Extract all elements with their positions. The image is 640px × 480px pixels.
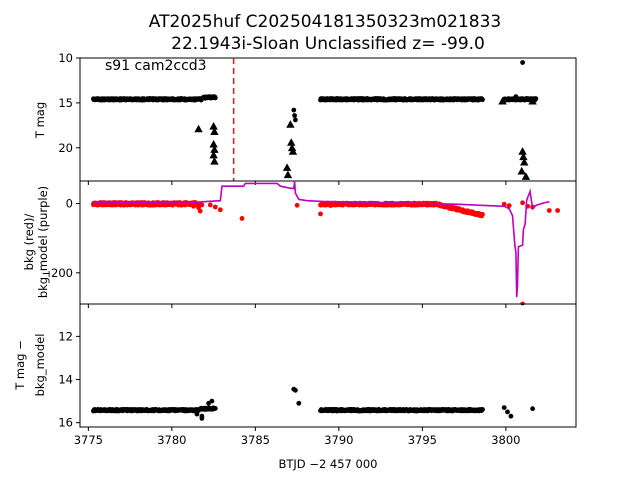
x-tick-label: 3775: [74, 433, 103, 447]
plot-area: [91, 304, 535, 421]
series-bkg-points: [91, 200, 560, 304]
y-tick-label: 20: [58, 141, 73, 155]
data-point: [212, 95, 218, 101]
data-point-triangle: [194, 124, 203, 133]
data-point: [293, 387, 298, 393]
data-point: [480, 407, 485, 412]
data-point: [501, 201, 507, 207]
data-point: [555, 208, 560, 213]
data-point: [293, 117, 298, 123]
data-point-triangle: [209, 150, 218, 159]
data-point-triangle: [210, 145, 219, 153]
data-point: [239, 216, 245, 221]
y-tick-label: 10: [58, 51, 73, 65]
middle-y-label-line1: bkg (red)/: [22, 214, 36, 271]
figure-title-line1: AT2025huf C202504181350323m021833: [149, 12, 501, 32]
x-tick-label: 3780: [157, 433, 186, 447]
data-point-triangle: [286, 120, 295, 128]
data-point-triangle: [287, 143, 297, 152]
data-point-triangle: [210, 157, 219, 165]
data-point-triangle: [283, 170, 293, 179]
data-point: [520, 200, 525, 206]
series-points: [194, 96, 537, 180]
data-point-triangle: [287, 138, 296, 146]
data-point: [501, 405, 507, 410]
plot-area: [91, 181, 560, 304]
data-point: [207, 202, 213, 208]
data-point-triangle: [528, 96, 537, 105]
data-point-triangle: [520, 157, 529, 166]
data-point: [520, 60, 525, 65]
y-tick-label: 14: [58, 373, 73, 387]
data-point: [217, 207, 223, 213]
data-point: [292, 113, 297, 118]
data-point: [480, 97, 485, 103]
data-point: [513, 94, 519, 99]
x-axis-label: BTJD −2 457 000: [279, 457, 378, 471]
data-point: [533, 96, 539, 101]
data-point: [520, 301, 525, 304]
data-point: [194, 411, 200, 417]
bottom-y-label-line2: bkg_model: [33, 334, 47, 397]
series-points: [91, 304, 535, 421]
data-point: [520, 304, 525, 306]
panel-annotation: s91 cam2ccd3: [105, 58, 207, 74]
data-point: [212, 204, 218, 210]
middle-y-label-line2: bkg_model (purple): [36, 186, 50, 298]
data-point: [480, 212, 485, 217]
plot-area: [91, 60, 539, 180]
data-point: [209, 398, 215, 404]
y-tick-label: 15: [58, 96, 73, 110]
data-point-triangle: [521, 172, 531, 180]
data-point: [294, 202, 300, 208]
data-point: [530, 406, 535, 412]
data-point: [318, 211, 323, 217]
data-point: [212, 406, 218, 411]
data-point: [506, 203, 512, 209]
plot-frame: [79, 57, 577, 182]
data-point-triangle: [209, 122, 218, 130]
series-bkg-model-line: [93, 181, 550, 298]
top-panel: 10 15 20 s91 cam2ccd3: [58, 51, 577, 185]
data-point-triangle: [282, 163, 292, 171]
data-point-triangle: [498, 96, 507, 105]
data-point-triangle: [209, 139, 218, 148]
data-point-triangle: [518, 147, 527, 155]
data-point: [296, 400, 302, 406]
data-point: [197, 208, 203, 214]
x-tick-label: 3795: [408, 433, 437, 447]
middle-panel: 0 −200: [41, 180, 577, 308]
bottom-y-label-line1: T mag −: [13, 340, 27, 391]
data-point-triangle: [517, 166, 526, 175]
data-point: [505, 409, 510, 415]
y-tick-label: 0: [66, 197, 73, 211]
data-point: [508, 413, 514, 419]
x-tick-label: 3785: [241, 433, 270, 447]
data-point-triangle: [288, 147, 298, 155]
series-points: [91, 60, 539, 123]
plot-frame: [79, 180, 577, 305]
x-tick-label: 3790: [324, 433, 353, 447]
top-y-label: T mag: [33, 102, 47, 139]
figure-title-line2: 22.1943i-Sloan Unclassified z= -99.0: [171, 34, 485, 54]
data-point-triangle: [210, 127, 219, 135]
y-tick-label: −200: [41, 266, 73, 280]
y-tick-label: 12: [58, 329, 73, 343]
y-tick-label: 16: [58, 416, 73, 430]
data-point: [291, 107, 297, 113]
data-point-triangle: [519, 152, 528, 161]
data-point: [546, 208, 552, 213]
plot-frame: [79, 303, 577, 428]
data-point: [199, 416, 205, 421]
x-tick-label: 3800: [491, 433, 520, 447]
